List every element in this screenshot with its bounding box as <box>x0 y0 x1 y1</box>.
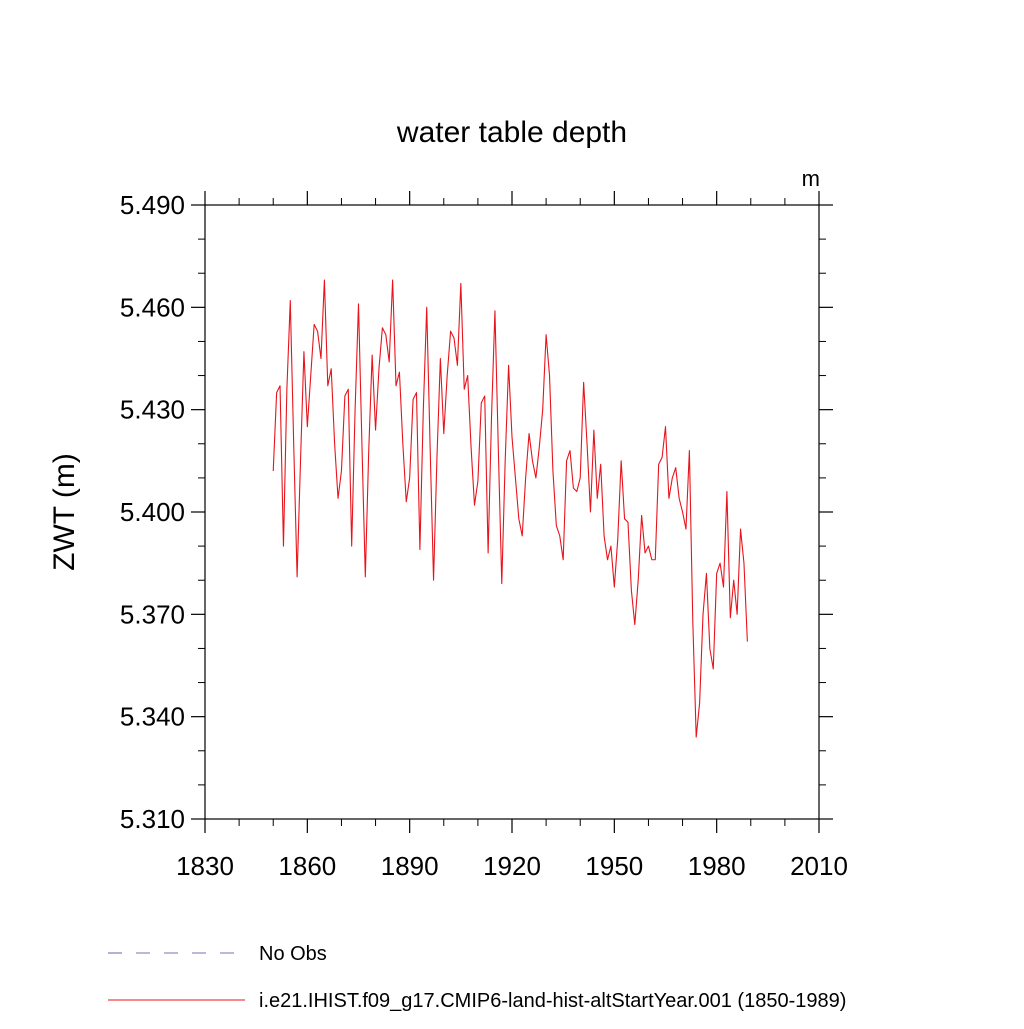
units-label: m <box>802 166 820 191</box>
x-tick-label: 1860 <box>278 851 336 881</box>
legend: No Obs i.e21.IHIST.f09_g17.CMIP6-land-his… <box>108 943 846 1012</box>
ticks-layer: 1830 1860 1890 1920 1950 1980 2010 5.310 5.340 5.… <box>120 190 848 881</box>
x-tick-label: 1950 <box>585 851 643 881</box>
y-tick-label: 5.340 <box>120 702 185 732</box>
chart-title: water table depth <box>396 116 627 149</box>
y-tick-label: 5.430 <box>120 395 185 425</box>
legend-label-0: No Obs <box>259 943 327 965</box>
y-axis-label: ZWT (m) <box>48 453 81 571</box>
x-tick-label: 2010 <box>790 851 848 881</box>
x-tick-label: 1920 <box>483 851 541 881</box>
y-tick-label: 5.370 <box>120 599 185 629</box>
y-tick-label: 5.310 <box>120 804 185 834</box>
series-line-1 <box>272 279 748 738</box>
plot-frame <box>204 204 820 820</box>
legend-label-1: i.e21.IHIST.f09_g17.CMIP6-land-hist-altS… <box>259 990 846 1012</box>
y-tick-label: 5.490 <box>120 190 185 220</box>
x-tick-label: 1830 <box>176 851 234 881</box>
series-layer <box>272 279 748 738</box>
y-tick-label: 5.400 <box>120 497 185 527</box>
x-tick-label: 1980 <box>688 851 746 881</box>
y-tick-label: 5.460 <box>120 292 185 322</box>
x-tick-label: 1890 <box>381 851 439 881</box>
